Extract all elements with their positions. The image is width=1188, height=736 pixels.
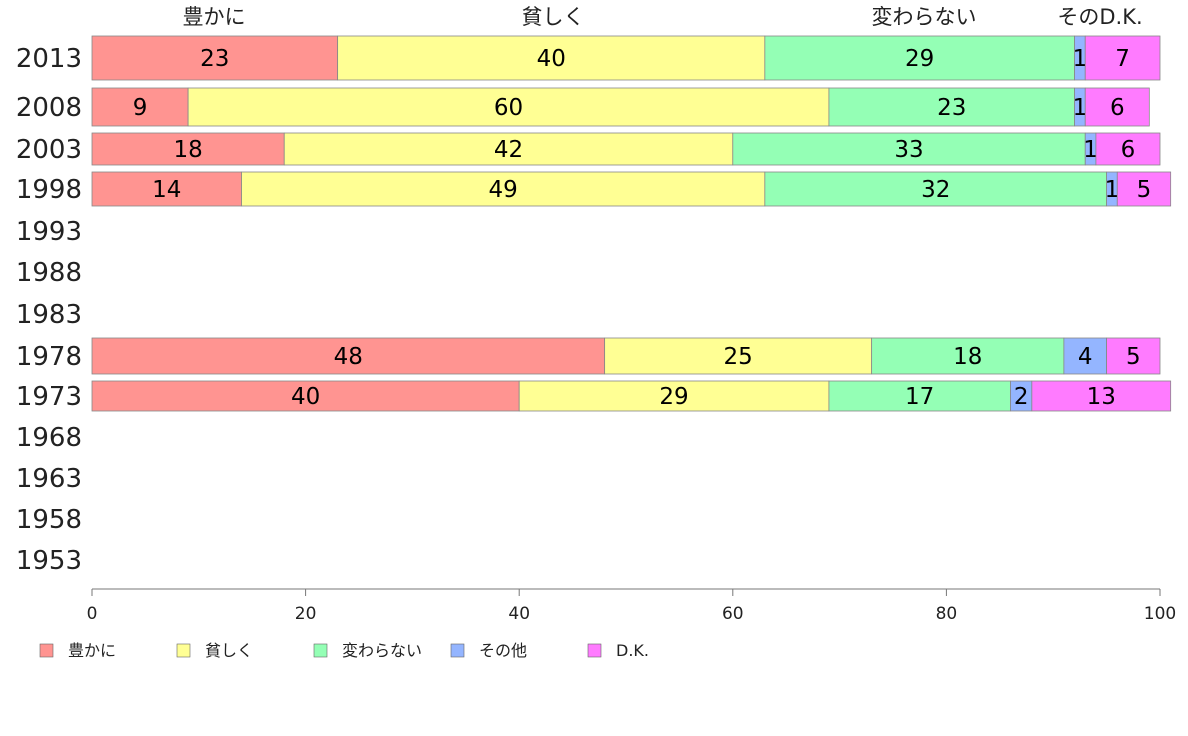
x-tick-label: 80 bbox=[936, 604, 958, 624]
data-label: 18 bbox=[953, 344, 982, 370]
year-label: 1968 bbox=[16, 423, 82, 453]
legend-label: 豊かに bbox=[68, 641, 116, 660]
data-label: 42 bbox=[494, 137, 523, 163]
data-label: 29 bbox=[659, 384, 688, 410]
data-label: 29 bbox=[905, 46, 934, 72]
bar-segment bbox=[1031, 380, 1172, 412]
bar-segment bbox=[91, 380, 520, 412]
x-tick-label: 100 bbox=[1144, 604, 1176, 624]
legend-swatch bbox=[176, 643, 191, 658]
data-label: 18 bbox=[173, 137, 202, 163]
x-tick-label: 40 bbox=[508, 604, 530, 624]
bar-segment bbox=[283, 132, 734, 166]
bar-segment bbox=[91, 87, 189, 127]
bar-segment bbox=[828, 380, 1011, 412]
bar-segment bbox=[1084, 87, 1150, 127]
bar-segment bbox=[764, 35, 1075, 81]
legend-swatch bbox=[450, 643, 465, 658]
data-label: 48 bbox=[334, 344, 363, 370]
top-label: 貧しく bbox=[522, 5, 585, 29]
bar-segment bbox=[187, 87, 830, 127]
year-label: 1988 bbox=[16, 258, 82, 288]
x-axis: 0 20 40 60 80 100 bbox=[87, 588, 1176, 624]
bar-segment bbox=[91, 35, 339, 81]
legend-label: D.K. bbox=[616, 641, 649, 660]
data-label: 5 bbox=[1126, 344, 1141, 370]
year-label: 1998 bbox=[16, 175, 82, 205]
legend-swatch bbox=[313, 643, 328, 658]
legend-label: その他 bbox=[479, 641, 527, 660]
bars-group: 23 40 29 1 79 60 23 1 618 42 33 1 614 49 32 1 548 25 18 4 54… bbox=[91, 35, 1172, 412]
year-label: 1953 bbox=[16, 546, 82, 576]
data-label: 2 bbox=[1014, 384, 1029, 410]
top-label: 変わらない bbox=[872, 5, 977, 29]
data-label: 6 bbox=[1110, 95, 1125, 121]
bar-segment bbox=[518, 380, 830, 412]
data-label: 5 bbox=[1137, 177, 1152, 203]
data-label: 6 bbox=[1121, 137, 1136, 163]
bar-segment bbox=[828, 87, 1075, 127]
data-label: 25 bbox=[723, 344, 752, 370]
year-label: 2013 bbox=[16, 44, 82, 74]
data-label: 4 bbox=[1078, 344, 1093, 370]
bar-segment bbox=[91, 337, 606, 375]
top-label: そのD.K. bbox=[1057, 5, 1142, 29]
data-label: 1 bbox=[1083, 137, 1098, 163]
bar-segment bbox=[1084, 35, 1161, 81]
top-label: 豊かに bbox=[183, 5, 246, 29]
data-label: 13 bbox=[1087, 384, 1116, 410]
legend-label: 変わらない bbox=[342, 641, 422, 660]
data-label: 1 bbox=[1105, 177, 1120, 203]
x-tick-label: 60 bbox=[722, 604, 744, 624]
year-axis-labels: 2013 2008 2003 1998 1993 1988 1983 1978 1973 1968… bbox=[16, 44, 82, 576]
data-label: 23 bbox=[937, 95, 966, 121]
year-label: 1973 bbox=[16, 382, 82, 412]
legend-label: 貧しく bbox=[205, 641, 253, 660]
bar-segment bbox=[1095, 132, 1161, 166]
year-label: 2008 bbox=[16, 93, 82, 123]
bar-segment bbox=[1106, 337, 1161, 375]
x-tick-label: 20 bbox=[295, 604, 317, 624]
data-label: 32 bbox=[921, 177, 950, 203]
data-label: 40 bbox=[537, 46, 566, 72]
data-label: 23 bbox=[200, 46, 229, 72]
data-label: 9 bbox=[133, 95, 148, 121]
bar-segment bbox=[337, 35, 766, 81]
bar-segment bbox=[91, 171, 242, 207]
year-label: 1963 bbox=[16, 464, 82, 494]
data-label: 1 bbox=[1073, 95, 1088, 121]
data-label: 49 bbox=[489, 177, 518, 203]
bar-segment bbox=[732, 132, 1086, 166]
bar-segment bbox=[604, 337, 873, 375]
top-category-labels: 豊かに 貧しく 変わらない そのD.K. bbox=[183, 5, 1143, 29]
legend: 豊かに 貧しく 変わらない その他 D.K. bbox=[39, 641, 649, 660]
legend-swatch bbox=[587, 643, 602, 658]
bar-segment bbox=[241, 171, 766, 207]
data-label: 60 bbox=[494, 95, 523, 121]
data-label: 40 bbox=[291, 384, 320, 410]
bar-segment bbox=[764, 171, 1108, 207]
data-label: 1 bbox=[1073, 46, 1088, 72]
legend-swatch bbox=[39, 643, 54, 658]
bar-segment bbox=[1063, 337, 1108, 375]
data-label: 33 bbox=[894, 137, 923, 163]
x-tick-label: 0 bbox=[87, 604, 98, 624]
data-label: 14 bbox=[152, 177, 181, 203]
data-label: 7 bbox=[1115, 46, 1130, 72]
year-label: 1993 bbox=[16, 217, 82, 247]
year-label: 2003 bbox=[16, 135, 82, 165]
bar-segment bbox=[1116, 171, 1172, 207]
data-label: 17 bbox=[905, 384, 934, 410]
year-label: 1983 bbox=[16, 300, 82, 330]
year-label: 1978 bbox=[16, 342, 82, 372]
year-label: 1958 bbox=[16, 505, 82, 535]
